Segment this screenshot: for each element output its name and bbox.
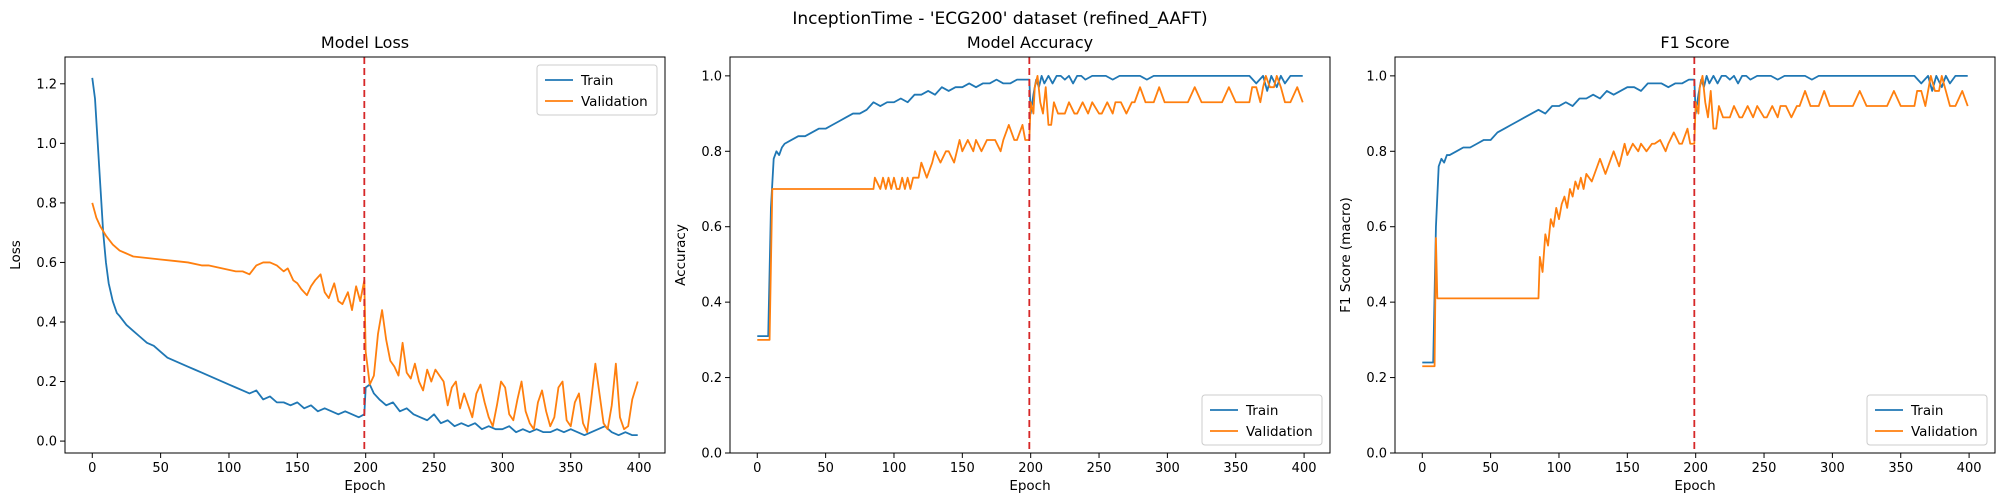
x-tick-label: 100 [217, 461, 242, 476]
x-tick-label: 150 [950, 461, 975, 476]
legend-box [1201, 394, 1323, 446]
series-line-train [757, 74, 1303, 337]
chart-loss: Model Loss 0 50 100 150 200 250 300 350 400 0.0 0.2… [8, 33, 666, 494]
x-tick-label: 100 [1547, 461, 1572, 476]
x-tick-label: 350 [558, 461, 583, 476]
y-tick-label: 0.6 [1366, 220, 1387, 235]
y-tick-label: 0.8 [36, 196, 57, 211]
legend-label-train: Train [1910, 403, 1943, 419]
x-tick-label: 150 [1615, 461, 1640, 476]
x-tick-label: 250 [1752, 461, 1777, 476]
axes-frame [729, 56, 1331, 454]
chart-f1: F1 Score 0 50 100 150 200 250 300 350 400 0.0 0.2 0.… [1338, 33, 1996, 494]
legend: Train Validation [536, 64, 658, 116]
chart-panels: Model Loss 0 50 100 150 200 250 300 350 400 0.0 0.2… [8, 33, 1996, 494]
legend-label-validation: Validation [1246, 424, 1313, 440]
y-tick-label: 0.0 [36, 435, 57, 450]
y-tick-label: 1.2 [36, 77, 57, 92]
legend: Train Validation [1866, 394, 1988, 446]
x-tick-label: 250 [422, 461, 447, 476]
legend-label-validation: Validation [581, 94, 648, 110]
series-line-validation [91, 202, 639, 434]
y-tick-label: 0.2 [701, 371, 722, 386]
y-tick-label: 1.0 [701, 69, 722, 84]
chart-title: F1 Score [1660, 33, 1729, 52]
chart-title: Model Loss [321, 33, 409, 52]
x-axis-label: Epoch [1674, 478, 1715, 494]
x-tick-label: 200 [1018, 461, 1043, 476]
x-tick-label: 200 [1683, 461, 1708, 476]
y-tick-label: 1.0 [1366, 69, 1387, 84]
legend-label-validation: Validation [1911, 424, 1978, 440]
x-tick-label: 50 [817, 461, 834, 476]
y-tick-label: 0.2 [1366, 371, 1387, 386]
y-tick-label: 0.4 [36, 315, 57, 330]
series-line-train [1422, 74, 1968, 364]
axes-frame [1394, 56, 1996, 454]
x-tick-label: 400 [1292, 461, 1317, 476]
legend-box [1866, 394, 1988, 446]
x-tick-label: 50 [1482, 461, 1499, 476]
x-tick-label: 300 [1155, 461, 1180, 476]
y-tick-label: 1.0 [36, 137, 57, 152]
y-tick-label: 0.2 [36, 375, 57, 390]
x-axis-label: Epoch [1009, 478, 1050, 494]
y-axis-label: Loss [8, 240, 24, 270]
y-tick-label: 0.8 [1366, 145, 1387, 160]
legend-label-train: Train [1245, 403, 1278, 419]
figure-title: InceptionTime - 'ECG200' dataset (refine… [792, 9, 1207, 29]
y-axis-label: Accuracy [673, 224, 689, 286]
series-line-validation [757, 74, 1304, 341]
x-tick-label: 200 [353, 461, 378, 476]
x-tick-label: 250 [1087, 461, 1112, 476]
x-axis-label: Epoch [344, 478, 385, 494]
series-line-train [91, 77, 638, 437]
x-tick-label: 100 [882, 461, 907, 476]
y-tick-label: 0.4 [701, 296, 722, 311]
x-tick-label: 300 [490, 461, 515, 476]
x-tick-label: 0 [1418, 461, 1426, 476]
y-axis-label: F1 Score (macro) [1338, 197, 1354, 313]
legend: Train Validation [1201, 394, 1323, 446]
y-tick-label: 0.8 [701, 145, 722, 160]
y-tick-label: 0.0 [701, 447, 722, 462]
chart-title: Model Accuracy [967, 33, 1093, 52]
legend-box [536, 64, 658, 116]
axes-frame [64, 56, 666, 454]
y-tick-label: 0.6 [36, 256, 57, 271]
x-tick-label: 400 [627, 461, 652, 476]
x-tick-label: 350 [1223, 461, 1248, 476]
chart-accuracy: Model Accuracy 0 50 100 150 200 250 300 350 400 0.… [673, 33, 1331, 494]
x-tick-label: 50 [152, 461, 169, 476]
y-tick-label: 0.0 [1366, 447, 1387, 462]
x-tick-label: 350 [1888, 461, 1913, 476]
y-tick-label: 0.4 [1366, 296, 1387, 311]
x-tick-label: 300 [1820, 461, 1845, 476]
x-tick-label: 150 [285, 461, 310, 476]
legend-label-train: Train [580, 73, 613, 89]
x-tick-label: 0 [88, 461, 96, 476]
y-tick-label: 0.6 [701, 220, 722, 235]
x-tick-label: 400 [1957, 461, 1982, 476]
x-tick-label: 0 [753, 461, 761, 476]
series-line-validation [1422, 74, 1969, 368]
